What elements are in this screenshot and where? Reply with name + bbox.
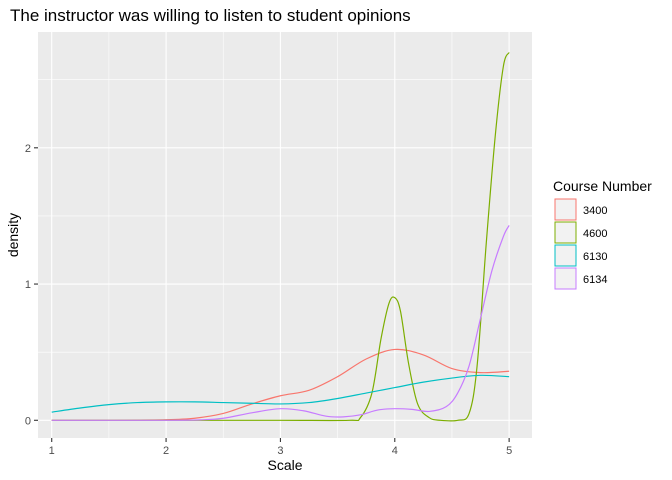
legend-label-4600: 4600: [583, 228, 607, 240]
legend-label-6130: 6130: [583, 251, 607, 263]
legend-label-6134: 6134: [583, 274, 607, 286]
legend-key-4600: [554, 221, 577, 244]
y-axis: 0 1 2: [25, 143, 38, 427]
density-line-3400: [51, 348, 510, 421]
x-tick-label: 5: [506, 445, 512, 457]
density-line-6134: [51, 225, 510, 421]
y-tick-label: 0: [25, 415, 31, 427]
x-tick-label: 1: [49, 445, 55, 457]
density-line-4600: [51, 52, 510, 422]
plot-panel: [38, 32, 532, 438]
legend-label-3400: 3400: [583, 205, 607, 217]
y-tick-label: 2: [25, 143, 31, 155]
density-line-6130: [51, 374, 510, 413]
grid-minor: [38, 32, 532, 438]
legend-key-6130: [554, 244, 577, 267]
x-tick-label: 3: [277, 445, 283, 457]
x-axis: 1 2 3 4 5: [49, 438, 512, 457]
x-tick-label: 2: [163, 445, 169, 457]
y-tick-label: 1: [25, 279, 31, 291]
grid-major: [38, 32, 532, 438]
legend: Course Number 3400 4600 6130 6134: [553, 178, 652, 290]
legend-title: Course Number: [553, 178, 652, 194]
y-axis-title: density: [5, 213, 21, 257]
x-tick-label: 4: [392, 445, 398, 457]
legend-key-6134: [554, 267, 577, 290]
chart-title: The instructor was willing to listen to …: [10, 6, 411, 25]
x-axis-title: Scale: [267, 457, 302, 473]
series-layer: [51, 52, 510, 422]
legend-key-3400: [554, 198, 577, 221]
